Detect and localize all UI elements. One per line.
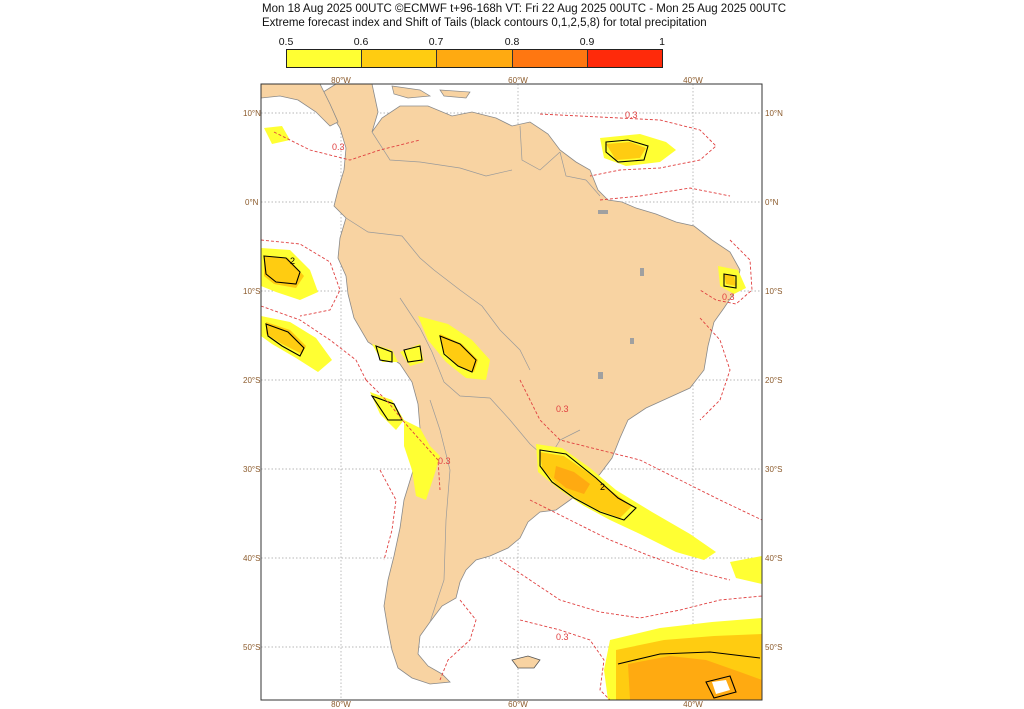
lon-label: 60°W xyxy=(508,76,528,85)
contour-labels: 0.3 0.3 0.3 0.3 0.3 0.3 2 2 xyxy=(290,110,735,642)
lat-label: 30°S xyxy=(765,465,782,474)
contour-label: 0.3 xyxy=(332,142,345,152)
lon-label: 40°W xyxy=(683,76,703,85)
contour-label: 0.3 xyxy=(556,404,569,414)
longitude-labels-top: 80°W 60°W 40°W xyxy=(331,76,703,85)
colorbar-segment-4 xyxy=(512,50,588,67)
contour-label: 0.3 xyxy=(556,632,569,642)
longitude-labels-bottom: 80°W 60°W 40°W xyxy=(331,700,703,709)
lat-label: 10°S xyxy=(765,287,782,296)
lat-label: 50°S xyxy=(765,643,782,652)
lat-label: 0°N xyxy=(245,198,259,207)
latitude-labels-right: 10°N 0°N 10°S 20°S 30°S 40°S 50°S xyxy=(765,109,783,652)
colorbar-tick: 0.8 xyxy=(504,36,520,48)
colorbar-tick: 0.7 xyxy=(428,36,444,48)
lat-label: 50°S xyxy=(243,643,260,652)
lon-label: 40°W xyxy=(683,700,703,709)
latitude-labels-left: 10°N 0°N 10°S 20°S 30°S 40°S 50°S xyxy=(243,109,261,652)
colorbar-tick: 0.5 xyxy=(278,36,294,48)
lon-label: 60°W xyxy=(508,700,528,709)
lakes xyxy=(598,210,644,379)
shift-of-tails-contours xyxy=(263,139,761,699)
contour-label: 0.3 xyxy=(722,292,735,302)
colorbar-segment-3 xyxy=(437,50,513,67)
colorbar-segment-2 xyxy=(362,50,438,67)
colorbar-tick: 0.9 xyxy=(579,36,595,48)
lat-label: 40°S xyxy=(765,554,782,563)
contour-label: 0.3 xyxy=(625,110,638,120)
contour-label: 0.3 xyxy=(438,456,451,466)
map-title: Mon 18 Aug 2025 00UTC ©ECMWF t+96-168h V… xyxy=(262,3,787,15)
colorbar-tick: 0.6 xyxy=(353,36,369,48)
lat-label: 10°N xyxy=(243,109,261,118)
colorbar-segment-1 xyxy=(287,50,363,67)
contour-label: 2 xyxy=(600,482,605,492)
lat-label: 30°S xyxy=(243,465,260,474)
colorbar-segment-5 xyxy=(587,50,663,67)
lat-label: 0°N xyxy=(765,198,779,207)
lon-label: 80°W xyxy=(331,700,351,709)
lat-label: 20°S xyxy=(243,376,260,385)
colorbar xyxy=(286,49,663,68)
lat-label: 40°S xyxy=(243,554,260,563)
lat-label: 20°S xyxy=(765,376,782,385)
lat-label: 10°N xyxy=(765,109,783,118)
map-border xyxy=(260,83,763,701)
colorbar-tick: 1 xyxy=(659,36,665,48)
efi-0.3-contours xyxy=(261,113,762,700)
lon-label: 80°W xyxy=(331,76,351,85)
map-subtitle: Extreme forecast index and Shift of Tail… xyxy=(262,17,707,29)
lat-label: 10°S xyxy=(243,287,260,296)
contour-label: 2 xyxy=(290,256,295,266)
